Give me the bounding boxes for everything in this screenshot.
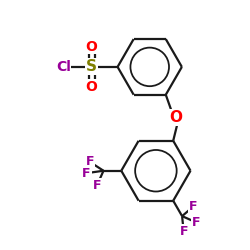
Text: F: F	[180, 225, 188, 238]
Text: O: O	[86, 40, 98, 54]
Text: F: F	[86, 156, 94, 168]
Text: F: F	[82, 167, 91, 180]
Text: Cl: Cl	[56, 60, 71, 74]
Text: F: F	[188, 200, 197, 213]
Text: O: O	[169, 110, 182, 125]
Text: O: O	[86, 80, 98, 94]
Text: F: F	[192, 216, 200, 229]
Text: S: S	[86, 60, 97, 74]
Text: F: F	[93, 179, 101, 192]
